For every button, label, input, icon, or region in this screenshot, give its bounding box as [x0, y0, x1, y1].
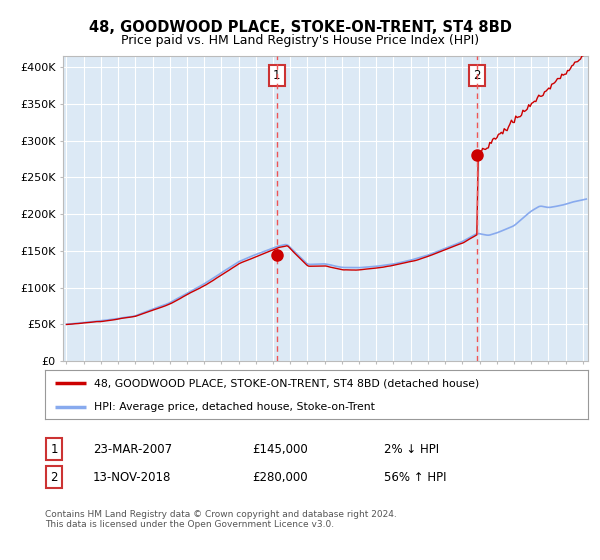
Text: £145,000: £145,000	[252, 442, 308, 456]
Text: 1: 1	[273, 69, 281, 82]
Text: 48, GOODWOOD PLACE, STOKE-ON-TRENT, ST4 8BD: 48, GOODWOOD PLACE, STOKE-ON-TRENT, ST4 …	[89, 20, 511, 35]
Text: 2: 2	[50, 470, 58, 484]
Text: 2% ↓ HPI: 2% ↓ HPI	[384, 442, 439, 456]
Text: 2: 2	[473, 69, 481, 82]
Text: 56% ↑ HPI: 56% ↑ HPI	[384, 470, 446, 484]
Text: 1: 1	[50, 442, 58, 456]
Text: £280,000: £280,000	[252, 470, 308, 484]
Text: 48, GOODWOOD PLACE, STOKE-ON-TRENT, ST4 8BD (detached house): 48, GOODWOOD PLACE, STOKE-ON-TRENT, ST4 …	[94, 379, 479, 389]
Text: HPI: Average price, detached house, Stoke-on-Trent: HPI: Average price, detached house, Stok…	[94, 402, 375, 412]
Text: 23-MAR-2007: 23-MAR-2007	[93, 442, 172, 456]
Text: Contains HM Land Registry data © Crown copyright and database right 2024.
This d: Contains HM Land Registry data © Crown c…	[45, 510, 397, 529]
Text: 13-NOV-2018: 13-NOV-2018	[93, 470, 172, 484]
Text: Price paid vs. HM Land Registry's House Price Index (HPI): Price paid vs. HM Land Registry's House …	[121, 34, 479, 46]
